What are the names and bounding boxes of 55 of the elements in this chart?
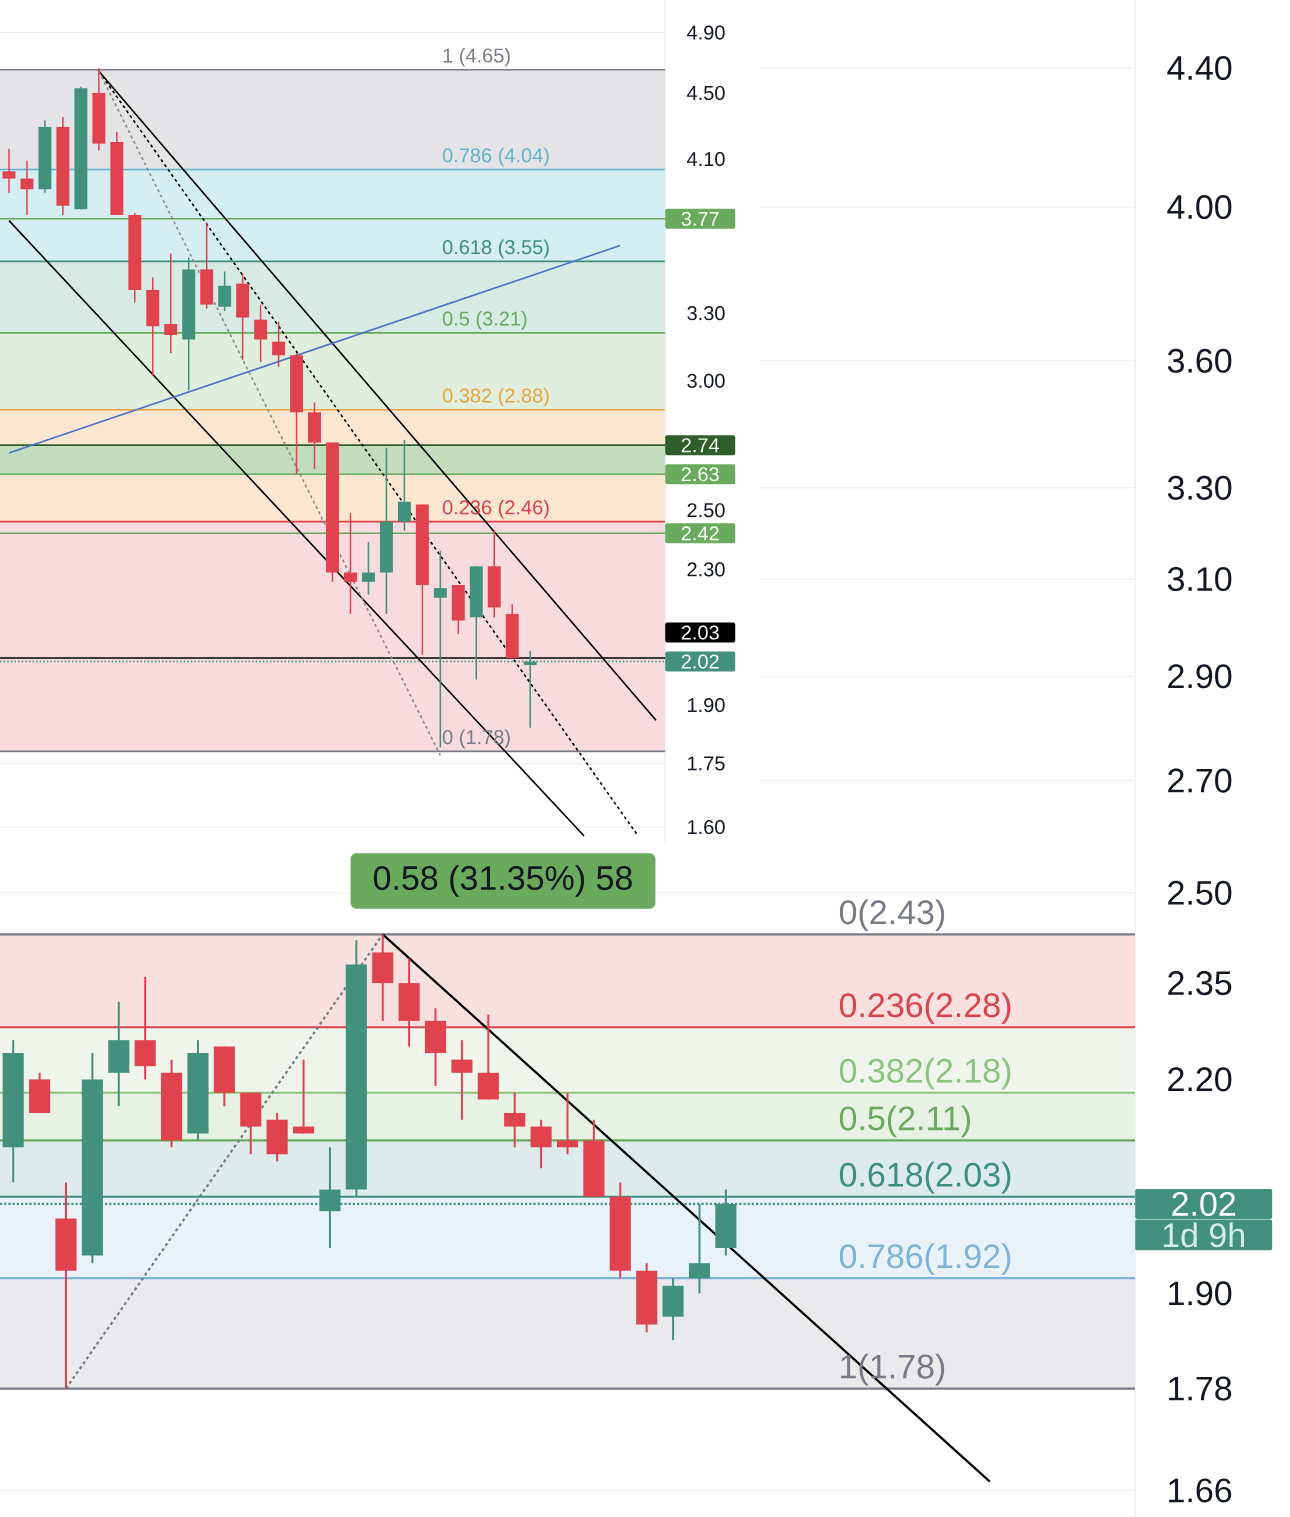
annotation: 1 (4.65) bbox=[443, 47, 510, 67]
y-tick-label: 3.00 bbox=[687, 373, 725, 388]
y-tick-label: 4.40 bbox=[1167, 55, 1232, 81]
y-tick-label: 1.90 bbox=[1169, 1281, 1232, 1306]
candlestick bbox=[2, 148, 16, 194]
candlestick bbox=[361, 541, 375, 596]
y-tick-label: 3.10 bbox=[1167, 567, 1232, 592]
candlestick bbox=[218, 270, 232, 312]
annotation: 0.382 (2.88) bbox=[442, 387, 549, 407]
y-tick-label: 2.70 bbox=[1168, 768, 1232, 793]
y-tick-label: 2.50 bbox=[687, 503, 725, 518]
y-tick-label: 2.35 bbox=[1168, 971, 1232, 996]
y-tick-label: 2.20 bbox=[1168, 1067, 1232, 1092]
ref-line-label: 2.02 bbox=[681, 654, 719, 669]
y-tick-label: 4.90 bbox=[686, 25, 725, 40]
candlestick bbox=[397, 439, 411, 532]
y-tick-label: 2.90 bbox=[1168, 664, 1232, 689]
annotation: 0.58 (31.35%) 58 bbox=[373, 865, 632, 897]
y-tick-label: 3.60 bbox=[1167, 348, 1232, 373]
ref-line-label: 2.74 bbox=[681, 438, 720, 453]
candlestick bbox=[451, 1039, 473, 1121]
annotation: 0.618 (3.55) bbox=[442, 239, 549, 259]
annotation: 0.786 (4.04) bbox=[442, 147, 549, 167]
y-tick-label: 3.30 bbox=[1167, 475, 1232, 500]
y-tick-label: 1.60 bbox=[688, 819, 725, 835]
candlestick bbox=[530, 1118, 552, 1170]
candlestick bbox=[272, 321, 286, 368]
candlestick bbox=[556, 1091, 579, 1156]
y-tick-label: 1.90 bbox=[688, 697, 725, 713]
annotation: 0.618(2.03) bbox=[839, 1161, 1011, 1194]
annotation: 0.382(2.18) bbox=[839, 1057, 1011, 1090]
text: 1d 9h bbox=[1163, 1222, 1244, 1248]
y-tick-label: 1.66 bbox=[1169, 1478, 1232, 1503]
ref-line-label: 2.03 bbox=[681, 625, 719, 640]
annotation: 0.5(2.11) bbox=[839, 1105, 970, 1138]
y-tick-label: 2.50 bbox=[1168, 880, 1232, 905]
annotation: 0.5 (3.21) bbox=[442, 311, 527, 330]
y-tick-label: 1.78 bbox=[1169, 1376, 1232, 1401]
ref-line-label: 2.42 bbox=[681, 526, 719, 541]
candlestick bbox=[254, 303, 268, 363]
y-tick-label: 4.10 bbox=[686, 152, 725, 167]
ref-line-label: 2.63 bbox=[681, 467, 719, 482]
y-tick-label: 3.30 bbox=[687, 306, 725, 321]
annotation: 0.236(2.28) bbox=[839, 992, 1011, 1025]
annotation: 0(2.43) bbox=[839, 899, 945, 932]
ref-line-label: 2.02 bbox=[1172, 1191, 1236, 1216]
y-tick-label: 4.00 bbox=[1167, 194, 1232, 220]
candlestick bbox=[164, 252, 178, 354]
candlestick bbox=[504, 1091, 526, 1149]
y-tick-label: 1.75 bbox=[688, 756, 725, 771]
y-tick-label: 2.30 bbox=[687, 562, 725, 577]
ref-line-label: 3.77 bbox=[681, 211, 719, 226]
y-tick-label: 4.50 bbox=[686, 85, 725, 101]
candlestick bbox=[20, 160, 34, 216]
annotation: 0.786(1.92) bbox=[839, 1243, 1011, 1276]
